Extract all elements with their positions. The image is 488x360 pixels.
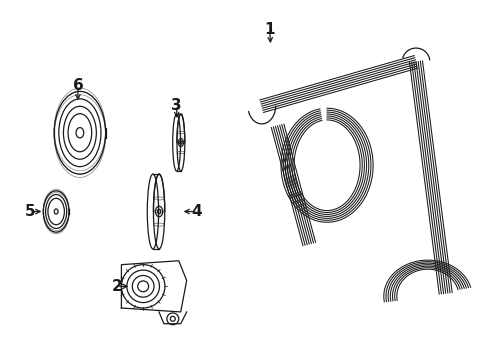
Text: 2: 2 (112, 279, 122, 294)
Text: 1: 1 (264, 22, 274, 37)
Text: 6: 6 (72, 78, 83, 93)
Text: 3: 3 (171, 98, 182, 113)
Ellipse shape (153, 174, 164, 249)
Text: 4: 4 (191, 204, 202, 219)
Text: 5: 5 (25, 204, 36, 219)
Ellipse shape (177, 114, 184, 171)
